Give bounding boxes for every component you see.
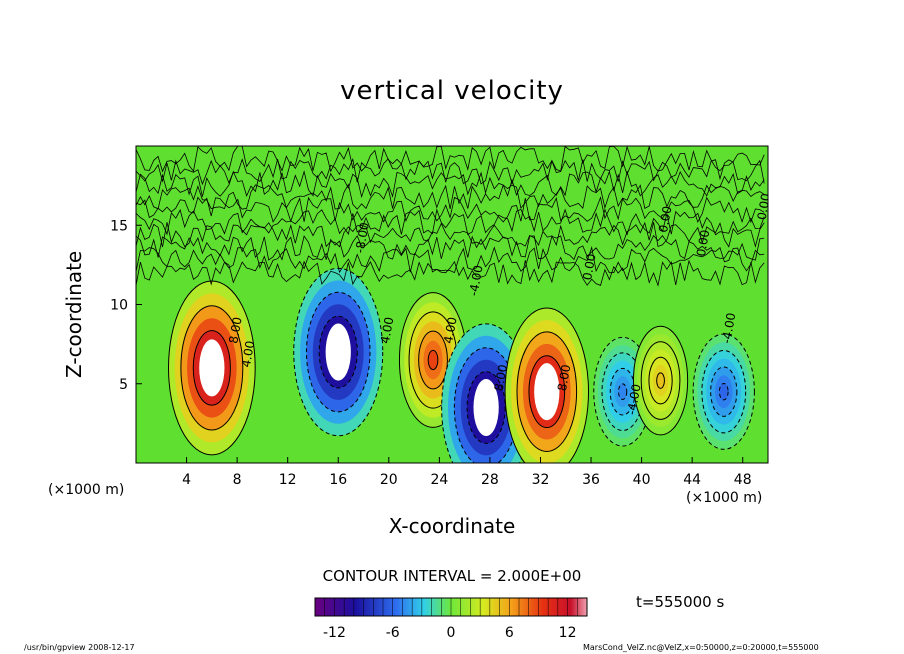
y-tick-label-5: 5 — [119, 377, 128, 393]
contour-label-9: -4.00 — [624, 383, 643, 416]
x-tick-label-48: 48 — [734, 472, 752, 488]
chart-title: vertical velocity — [340, 76, 564, 106]
contour-label-8: 0.00 — [580, 253, 598, 282]
contour-label-4: 4.00 — [441, 316, 459, 345]
contour-label-5: -4.00 — [466, 264, 485, 297]
contour-label-13: 0.00 — [755, 192, 773, 221]
colorbar-tick-0: 0 — [447, 625, 456, 641]
y-axis-label: Z-coordinate — [62, 250, 86, 378]
colorbar-tick--6: -6 — [386, 625, 400, 641]
x-tick-label-12: 12 — [279, 472, 297, 488]
contour-noise-2 — [136, 234, 765, 261]
time-label: t=555000 s — [636, 593, 725, 611]
feature-downdraft-7 — [692, 333, 755, 450]
contour-label-7: 8.00 — [555, 363, 573, 392]
x-tick-label-44: 44 — [683, 472, 701, 488]
x-tick-label-16: 16 — [329, 472, 347, 488]
x-unit-label-left: (×1000 m) — [48, 482, 125, 498]
x-tick-label-8: 8 — [233, 472, 242, 488]
y-tick-label-15: 15 — [110, 218, 128, 234]
x-axis-label: X-coordinate — [388, 514, 516, 538]
x-tick-label-32: 32 — [532, 472, 550, 488]
contour-label-2: -8.00 — [353, 221, 372, 254]
colorbar-tick--12: -12 — [323, 625, 346, 641]
colorbar-tick-6: 6 — [505, 625, 514, 641]
feature-updraft-4 — [504, 307, 589, 463]
contour-label-1: 4.00 — [239, 340, 257, 369]
x-unit-label-right: (×1000 m) — [686, 490, 763, 506]
contour-noise-5 — [136, 196, 765, 224]
contour-noise-4 — [136, 208, 765, 236]
contour-interval-label: CONTOUR INTERVAL = 2.000E+00 — [322, 567, 582, 585]
contour-noise-3 — [136, 221, 765, 248]
x-tick-label-20: 20 — [380, 472, 398, 488]
contour-label-11: 0.00 — [694, 229, 712, 258]
contour-noise-8 — [136, 157, 765, 186]
colorbar-tick-12: 12 — [559, 625, 577, 641]
feature-updraft-6 — [632, 325, 689, 436]
contour-label-10: 0.00 — [656, 205, 674, 234]
x-tick-label-40: 40 — [633, 472, 651, 488]
contour-label-12: -4.00 — [719, 312, 738, 345]
contour-label-3: 4.00 — [378, 316, 396, 345]
x-tick-label-36: 36 — [582, 472, 600, 488]
feature-updraft-0 — [168, 280, 256, 456]
x-tick-label-24: 24 — [430, 472, 448, 488]
x-tick-label-4: 4 — [182, 472, 191, 488]
y-tick-label-10: 10 — [110, 298, 128, 314]
footer-left: /usr/bin/gpview 2008-12-17 — [24, 643, 135, 652]
contour-label-6: 8.00 — [492, 363, 510, 392]
contour-noise-6 — [136, 183, 765, 210]
contour-noise-0 — [136, 259, 765, 287]
footer-right: MarsCond_VelZ.nc@VelZ,x=0:50000,z=0:2000… — [583, 643, 819, 652]
feature-downdraft-1 — [293, 267, 384, 437]
contour-label-0: 8.00 — [226, 316, 244, 345]
contour-noise-7 — [136, 170, 765, 199]
x-tick-label-28: 28 — [481, 472, 499, 488]
